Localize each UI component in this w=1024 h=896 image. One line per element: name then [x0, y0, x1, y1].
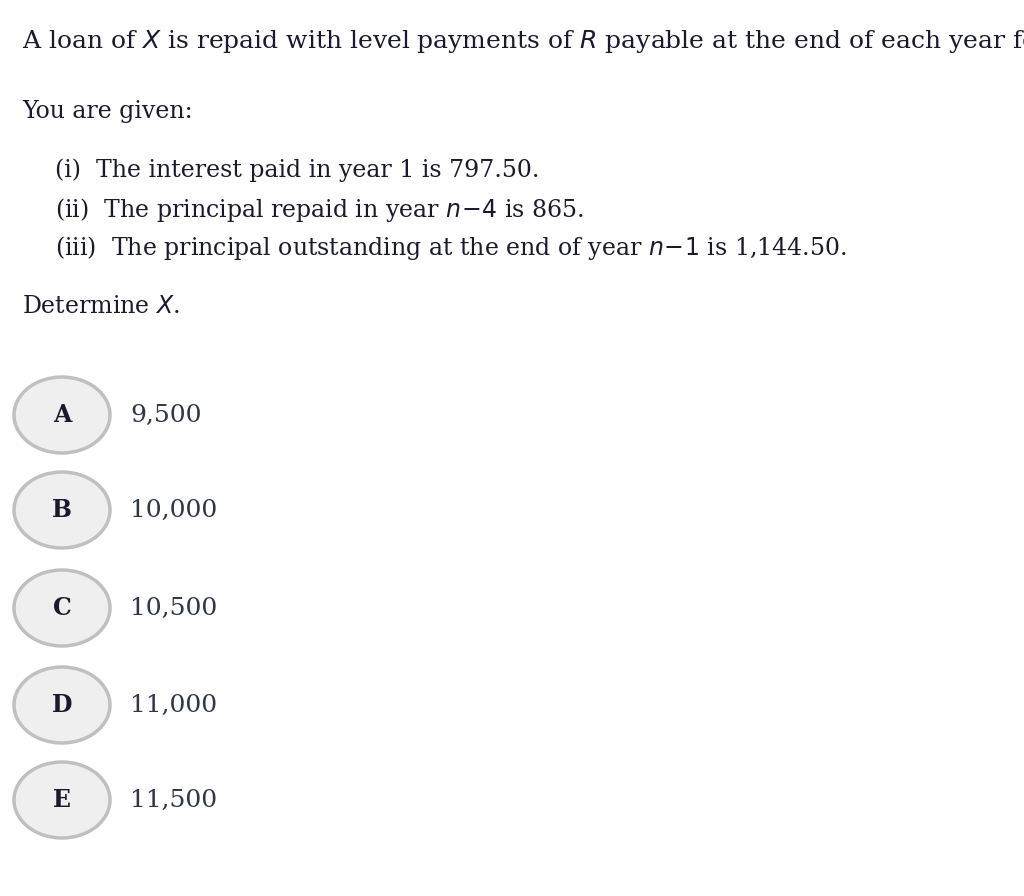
Text: 11,000: 11,000 [130, 694, 217, 717]
Ellipse shape [14, 377, 110, 453]
Text: 10,500: 10,500 [130, 597, 217, 619]
Ellipse shape [14, 472, 110, 548]
Text: A loan of $X$ is repaid with level payments of $R$ payable at the end of each ye: A loan of $X$ is repaid with level payme… [22, 28, 1024, 55]
Text: (iii)  The principal outstanding at the end of year $n\!-\!1$ is 1,144.50.: (iii) The principal outstanding at the e… [55, 234, 847, 262]
Text: 10,000: 10,000 [130, 498, 217, 521]
Text: You are given:: You are given: [22, 100, 193, 123]
Text: (i)  The interest paid in year 1 is 797.50.: (i) The interest paid in year 1 is 797.5… [55, 158, 540, 182]
Text: 11,500: 11,500 [130, 788, 217, 812]
Ellipse shape [14, 570, 110, 646]
Text: E: E [53, 788, 71, 812]
Text: (ii)  The principal repaid in year $n\!-\!4$ is 865.: (ii) The principal repaid in year $n\!-\… [55, 196, 584, 224]
Text: A: A [53, 403, 72, 427]
Text: C: C [52, 596, 72, 620]
Text: Determine $X$.: Determine $X$. [22, 295, 180, 318]
Ellipse shape [14, 762, 110, 838]
Text: D: D [52, 693, 73, 717]
Text: B: B [52, 498, 72, 522]
Ellipse shape [14, 667, 110, 743]
Text: 9,500: 9,500 [130, 403, 202, 426]
